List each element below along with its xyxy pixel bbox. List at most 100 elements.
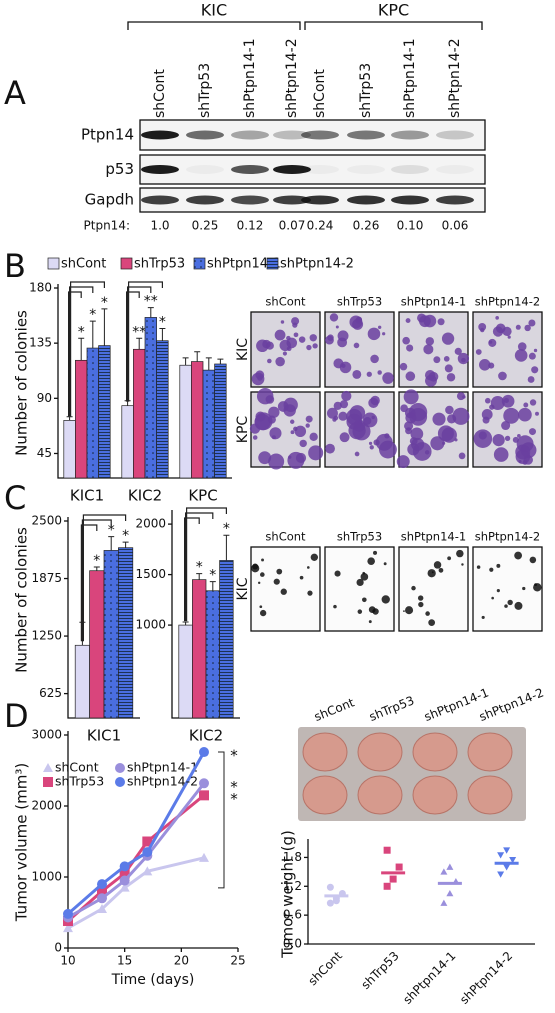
error-bar [136, 337, 143, 350]
colony [488, 340, 493, 344]
colony [441, 332, 455, 345]
lane-label: shTrp53 [358, 63, 374, 118]
colony [495, 316, 499, 320]
blot-band [391, 130, 429, 140]
marker [383, 882, 391, 890]
colony [290, 419, 295, 424]
colony [507, 599, 513, 606]
marker [119, 861, 130, 872]
error-bar [147, 307, 154, 318]
colony [360, 573, 369, 581]
colony [514, 601, 523, 610]
marker [97, 893, 107, 904]
colony [520, 442, 537, 459]
marker [63, 923, 73, 933]
bar [219, 560, 234, 719]
colony [405, 318, 411, 324]
blot-band [436, 165, 474, 174]
error-bar [93, 566, 100, 571]
x-axis-label: Time (days) [111, 972, 195, 988]
colony [503, 397, 509, 403]
colony [403, 389, 419, 405]
colony [514, 551, 523, 560]
colony [287, 451, 305, 469]
colony [279, 339, 291, 352]
colony [381, 595, 390, 604]
colony [528, 352, 536, 360]
colony [456, 392, 465, 401]
colony [366, 371, 372, 377]
bar [74, 644, 90, 719]
blot-band [436, 130, 474, 140]
colony [529, 399, 537, 406]
colony [362, 571, 366, 575]
y-tick-label: 180 [29, 281, 52, 295]
blot-band [141, 165, 179, 174]
colony [256, 387, 274, 405]
colony [454, 347, 462, 355]
colony [405, 371, 416, 382]
bar [179, 364, 192, 479]
lane-label: shCont [152, 69, 168, 118]
group-label: KPC [378, 1, 409, 20]
x-tick-label: 10 [60, 954, 75, 968]
y-tick-label: 2000 [135, 517, 166, 531]
blot-band [301, 165, 339, 174]
blot-band [391, 195, 429, 205]
marker [97, 886, 107, 897]
marker [119, 875, 130, 886]
panel-label: D [4, 697, 29, 735]
marker [97, 879, 107, 890]
colony [308, 445, 324, 461]
legend-label: shTrp53 [134, 257, 185, 272]
blot-row-label: Ptpn14 [81, 126, 134, 144]
colony [329, 313, 339, 322]
colony [368, 620, 372, 624]
colony [410, 427, 424, 441]
x-tick-label: 25 [230, 954, 245, 968]
image-column-label: shCont [265, 530, 306, 544]
bar [63, 420, 76, 479]
colony [251, 564, 260, 573]
significance-star: * [196, 560, 203, 576]
y-axis-label: Tumor weight (g) [279, 830, 297, 959]
marker [509, 857, 517, 864]
image-column-label: shPtpn14-1 [401, 530, 466, 544]
quant-value: 0.24 [307, 219, 334, 233]
significance-star: * [101, 295, 108, 311]
error-bar [108, 536, 115, 551]
legend-swatch [120, 257, 133, 270]
y-tick-label: 625 [39, 686, 62, 700]
blot-band [347, 195, 385, 205]
significance-star: * [209, 568, 216, 584]
error-bar [223, 534, 230, 561]
colony [428, 619, 436, 627]
bar [191, 361, 204, 479]
colony [293, 426, 298, 432]
quant-value: 0.10 [397, 219, 424, 233]
quant-value: 0.06 [442, 219, 469, 233]
colony [527, 376, 535, 383]
significance-bracket [128, 281, 163, 402]
significance-bracket [70, 281, 105, 417]
bar [205, 590, 220, 719]
colony [257, 581, 261, 585]
blot-band [273, 165, 311, 174]
tumor [467, 732, 513, 772]
y-axis-label: Tumor volume (mm³) [13, 763, 31, 922]
colony [498, 371, 507, 381]
colony [325, 443, 335, 454]
colony [412, 442, 432, 461]
bar [86, 347, 99, 479]
colony [424, 370, 436, 381]
tumor [302, 732, 348, 772]
colony [533, 583, 542, 592]
x-tick-label: 20 [174, 954, 189, 968]
colony [430, 436, 445, 451]
colony [425, 611, 430, 616]
error-bar [182, 621, 189, 626]
significance-bracket [186, 507, 227, 622]
quant-value: 0.26 [353, 219, 380, 233]
colony [333, 358, 344, 369]
colony [341, 390, 352, 402]
